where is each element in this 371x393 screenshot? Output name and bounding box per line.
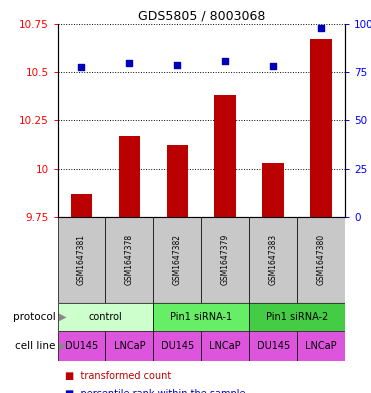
Point: [79, 64, 85, 70]
Bar: [249, 217, 297, 303]
Bar: [310, 39, 332, 217]
Bar: [249, 303, 345, 331]
Bar: [201, 217, 249, 303]
Text: ■  percentile rank within the sample: ■ percentile rank within the sample: [65, 389, 246, 393]
Text: Pin1 siRNA-1: Pin1 siRNA-1: [170, 312, 232, 322]
Bar: [119, 136, 140, 217]
Bar: [153, 217, 201, 303]
Bar: [105, 331, 153, 361]
Point: [222, 58, 228, 64]
Bar: [71, 194, 92, 217]
Text: DU145: DU145: [65, 341, 98, 351]
Text: GSM1647381: GSM1647381: [77, 234, 86, 285]
Bar: [153, 331, 201, 361]
Text: GSM1647378: GSM1647378: [125, 234, 134, 285]
Bar: [105, 217, 153, 303]
Text: DU145: DU145: [256, 341, 290, 351]
Text: GSM1647383: GSM1647383: [269, 234, 278, 285]
Bar: [201, 331, 249, 361]
Text: LNCaP: LNCaP: [305, 341, 337, 351]
Text: ▶: ▶: [59, 312, 67, 322]
Text: GSM1647382: GSM1647382: [173, 234, 182, 285]
Text: DU145: DU145: [161, 341, 194, 351]
Text: protocol: protocol: [13, 312, 56, 322]
Bar: [58, 331, 105, 361]
Bar: [297, 331, 345, 361]
Text: LNCaP: LNCaP: [114, 341, 145, 351]
Text: ▶: ▶: [59, 341, 67, 351]
Bar: [153, 303, 249, 331]
Bar: [167, 145, 188, 217]
Text: Pin1 siRNA-2: Pin1 siRNA-2: [266, 312, 328, 322]
Point: [174, 62, 180, 68]
Point: [127, 60, 132, 66]
Text: control: control: [89, 312, 122, 322]
Bar: [249, 331, 297, 361]
Bar: [58, 217, 105, 303]
Bar: [214, 95, 236, 217]
Bar: [58, 303, 153, 331]
Point: [270, 63, 276, 69]
Text: LNCaP: LNCaP: [209, 341, 241, 351]
Text: cell line: cell line: [15, 341, 56, 351]
Text: GSM1647379: GSM1647379: [221, 234, 230, 285]
Bar: [297, 217, 345, 303]
Title: GDS5805 / 8003068: GDS5805 / 8003068: [138, 9, 265, 22]
Point: [318, 25, 324, 31]
Text: ■  transformed count: ■ transformed count: [65, 371, 171, 382]
Text: GSM1647380: GSM1647380: [316, 234, 326, 285]
Bar: [262, 163, 284, 217]
